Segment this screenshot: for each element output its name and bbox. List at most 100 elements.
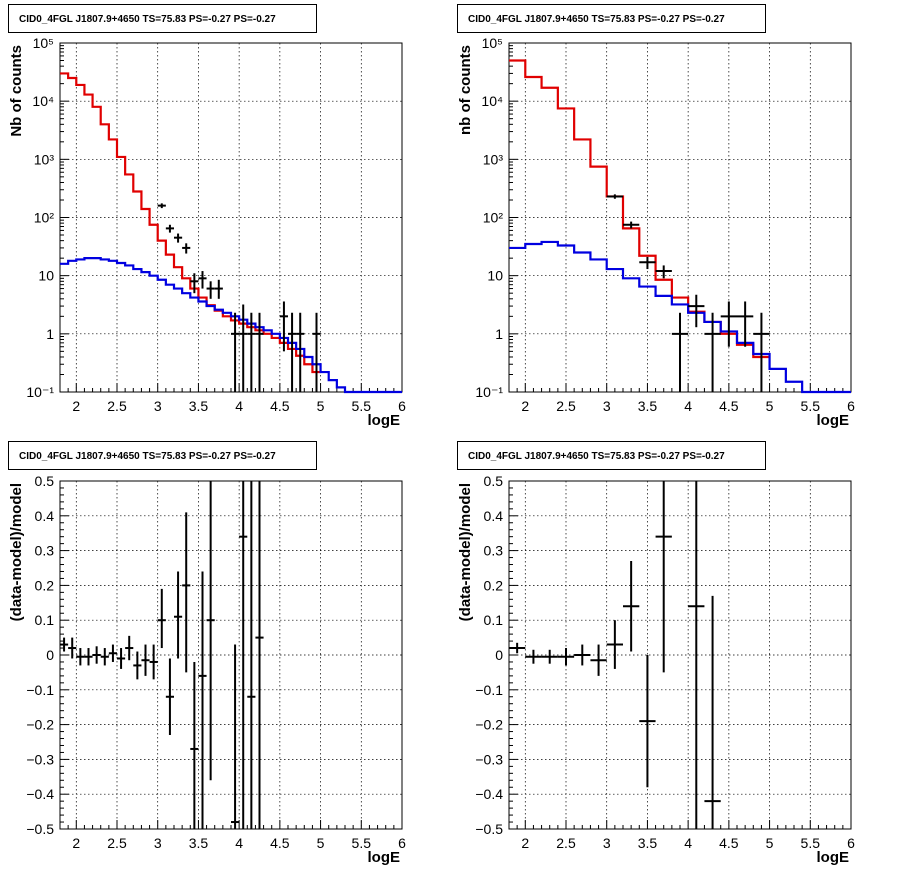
y-tick-label: 0 [495, 647, 503, 663]
data-point [574, 644, 591, 666]
data-point [84, 648, 93, 666]
y-tick-label: 0.2 [35, 577, 55, 593]
data-point [704, 312, 721, 392]
data-point [255, 481, 264, 829]
y-tick-label: 10⁴ [32, 93, 54, 109]
data-point [157, 588, 166, 649]
data-point [149, 644, 158, 680]
y-tick-label: −0.1 [26, 682, 54, 698]
x-tick-label: 6 [398, 835, 406, 851]
y-tick-label: −0.1 [475, 682, 503, 698]
y-tick-label: 1 [46, 326, 54, 342]
x-tick-label: 6 [398, 398, 406, 414]
chart-panel-2: 2 2.5 3 3.5 4 4.5 5 5.5 6 10⁻¹ 1 10 10² 10³ 10⁴ 10⁵ logE… [457, 35, 855, 429]
y-tick-label: 0.3 [484, 543, 504, 559]
chart-panel-3: 2 2.5 3 3.5 4 4.5 5 5.5 6 −0.5 −0.4 −0.3 −0.2 −0.1 0 0.… [8, 473, 406, 866]
y-tick-label: −0.2 [475, 717, 503, 733]
y-axis-title: (data-model)/model [8, 483, 25, 621]
x-tick-label: 3 [154, 835, 162, 851]
x-axis-title: logE [817, 849, 850, 866]
x-tick-label: 3.5 [189, 835, 209, 851]
data-point [590, 644, 607, 676]
x-tick-label: 2.5 [556, 398, 576, 414]
x-tick-label: 4 [235, 398, 243, 414]
data-point [247, 481, 256, 829]
data-point [541, 649, 558, 664]
y-tick-label: 10³ [483, 151, 504, 167]
y-axis-title: nb of counts [457, 45, 474, 135]
x-tick-label: 2 [521, 398, 529, 414]
y-tick-label: 10 [487, 268, 503, 284]
data-point [737, 301, 754, 347]
data-point [623, 221, 640, 229]
x-tick-label: 6 [847, 835, 855, 851]
panel-title-top-left: CID0_4FGL J1807.9+4650 TS=75.83 PS=-0.27… [8, 4, 317, 33]
x-tick-label: 5.5 [352, 398, 372, 414]
y-tick-label: 10⁻¹ [26, 384, 54, 400]
x-tick-label: 2 [72, 835, 80, 851]
data-point [720, 301, 737, 347]
data-point [206, 481, 215, 781]
chart-panel-1: 2 2.5 3 3.5 4 4.5 5 5.5 6 10⁻¹ 1 10 10² 10³ 10⁴ 10⁵ logE… [8, 35, 406, 429]
y-tick-label: −0.3 [26, 751, 54, 767]
x-tick-label: 2.5 [556, 835, 576, 851]
y-tick-label: 10² [34, 210, 55, 226]
series-line-1 [509, 59, 770, 359]
data-point [165, 224, 174, 233]
data-point [688, 481, 705, 829]
data-point [288, 312, 297, 392]
x-tick-label: 3.5 [638, 835, 658, 851]
y-tick-label: 10⁴ [481, 93, 503, 109]
data-point [279, 301, 288, 352]
data-point [214, 279, 223, 299]
panel-title-top-right: CID0_4FGL J1807.9+4650 TS=75.83 PS=-0.27… [457, 4, 766, 33]
data-point [165, 658, 174, 736]
data-point [174, 571, 183, 659]
x-tick-label: 5 [317, 835, 325, 851]
data-point [312, 312, 321, 392]
data-point [247, 312, 256, 392]
plot-frame [508, 480, 852, 830]
data-point [206, 281, 215, 299]
data-point [639, 655, 656, 788]
data-point [133, 651, 142, 680]
plot-frame [59, 42, 403, 393]
data-point [606, 620, 623, 669]
y-tick-label: −0.2 [26, 717, 54, 733]
data-point [753, 312, 770, 392]
y-tick-label: 10⁻¹ [475, 384, 503, 400]
y-tick-label: 1 [495, 326, 503, 342]
data-point [255, 312, 264, 392]
data-point [296, 312, 305, 392]
data-point [231, 644, 240, 829]
series-line-2 [60, 257, 402, 394]
data-point [174, 233, 183, 243]
series-line-1 [60, 72, 321, 374]
data-point [157, 203, 166, 209]
x-tick-label: 4 [235, 835, 243, 851]
y-tick-label: 0.1 [484, 612, 504, 628]
data-point [655, 481, 672, 673]
y-tick-label: 0.4 [35, 508, 55, 524]
y-tick-label: −0.5 [26, 821, 54, 837]
chart-panel-4: 2 2.5 3 3.5 4 4.5 5 5.5 6 −0.5 −0.4 −0.3 −0.2 −0.1 0 0.… [457, 473, 855, 866]
data-point [68, 637, 77, 659]
data-point [557, 648, 575, 666]
data-point [688, 294, 705, 328]
x-tick-label: 6 [847, 398, 855, 414]
x-tick-label: 2 [521, 835, 529, 851]
x-tick-label: 5.5 [801, 835, 821, 851]
y-axis-title: (data-model)/model [457, 483, 474, 621]
y-tick-label: −0.3 [475, 751, 503, 767]
x-tick-label: 4.5 [719, 835, 739, 851]
x-axis-title: logE [368, 412, 401, 429]
data-point [239, 481, 248, 829]
x-tick-label: 3.5 [189, 398, 209, 414]
panel-title-bottom-right: CID0_4FGL J1807.9+4650 TS=75.83 PS=-0.27… [457, 441, 766, 470]
y-tick-label: 0.4 [484, 508, 504, 524]
x-tick-label: 4.5 [270, 398, 290, 414]
x-axis-title: logE [817, 412, 850, 429]
data-point [525, 649, 542, 664]
x-tick-label: 3.5 [638, 398, 658, 414]
